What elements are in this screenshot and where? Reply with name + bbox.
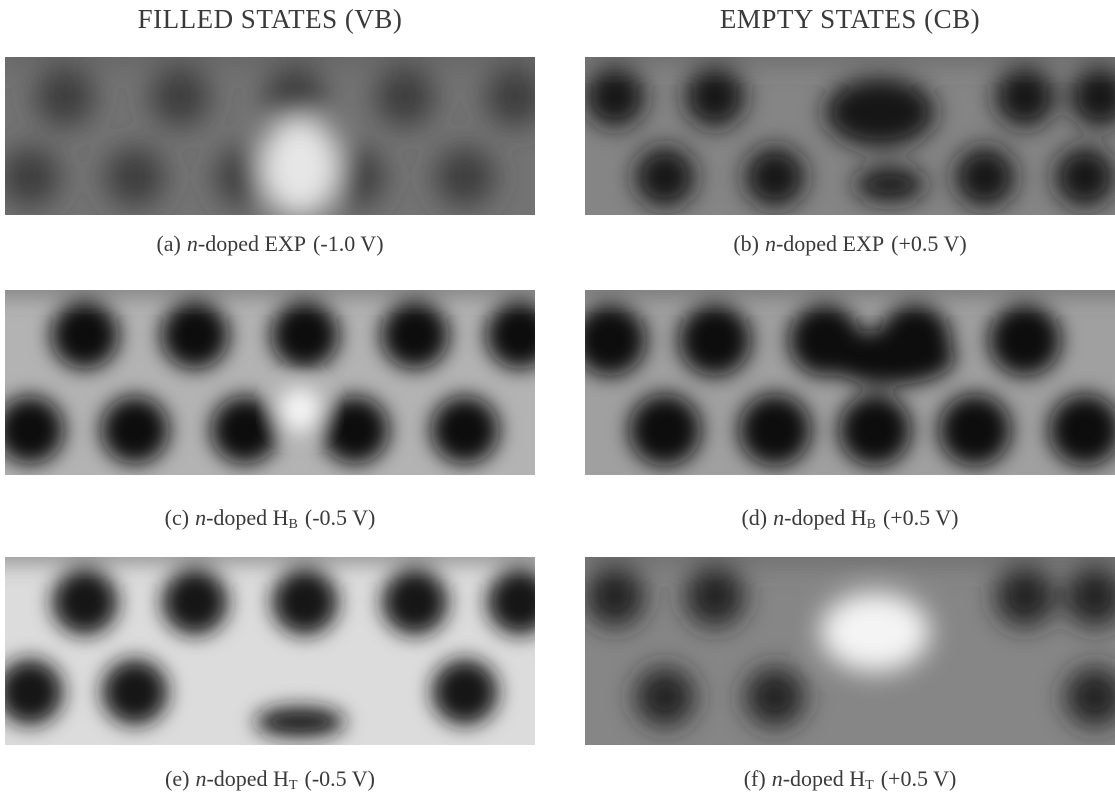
panel-caption: (f) n-doped HT (+0.5 V): [585, 766, 1115, 794]
stm-image: [5, 290, 535, 475]
panel-label: (c): [165, 505, 189, 530]
dark-spot: [381, 301, 449, 369]
dark-spot: [745, 667, 805, 727]
dark-spot: [101, 396, 169, 464]
dark-spot: [839, 394, 911, 466]
panel-caption: (d)n-doped HB (+0.5 V): [585, 505, 1115, 533]
dark-spot: [1055, 147, 1115, 207]
bias-voltage: (-1.0 V): [313, 231, 383, 256]
edge-shade: [5, 290, 535, 298]
panel-name: -doped EXP: [198, 231, 306, 256]
bright-spot: [260, 117, 340, 215]
dark-spot: [51, 301, 119, 369]
doping-type: n: [195, 505, 206, 530]
panel-subscript: T: [289, 778, 298, 793]
dark-spot: [162, 569, 228, 635]
bias-voltage: (-0.5 V): [305, 505, 375, 530]
panel-subscript: T: [865, 778, 874, 793]
edge-shade: [585, 290, 1115, 298]
dark-spot: [321, 396, 389, 464]
panel-name: -doped H: [784, 505, 866, 530]
dark-spot: [745, 147, 805, 207]
dark-spot: [989, 304, 1061, 376]
edge-shade: [585, 557, 1115, 565]
panel-name: -doped H: [206, 505, 288, 530]
dark-spot: [431, 396, 499, 464]
stm-image: [585, 557, 1115, 745]
dark-spot: [211, 396, 279, 464]
bias-voltage: (-0.5 V): [305, 766, 375, 791]
stm-image: [5, 57, 535, 215]
panel-name: -doped EXP: [776, 231, 884, 256]
dark-spot: [375, 67, 435, 127]
panel-caption: (c)n-doped HB (-0.5 V): [5, 505, 535, 533]
dark-region: [825, 77, 935, 147]
doping-type: n: [772, 766, 783, 791]
dark-spot: [382, 569, 448, 635]
dark-region: [855, 167, 925, 202]
panel-label: (a): [156, 231, 180, 256]
dark-spot: [102, 659, 168, 725]
doping-type: n: [195, 766, 206, 791]
column-header: FILLED STATES (VB): [5, 4, 535, 35]
dark-spot: [679, 304, 751, 376]
edge-shade: [5, 557, 535, 565]
doping-type: n: [765, 231, 776, 256]
panel-name: -doped H: [206, 766, 288, 791]
dark-spot: [150, 67, 210, 127]
dark-spot: [271, 301, 339, 369]
dark-spot: [955, 147, 1015, 207]
dark-spot: [685, 567, 745, 627]
dark-spot: [585, 567, 645, 627]
bias-voltage: (+0.5 V): [883, 505, 959, 530]
dark-spot: [635, 667, 695, 727]
panel-subscript: B: [867, 517, 876, 532]
bias-voltage: (+0.5 V): [891, 231, 967, 256]
panel-label: (b): [733, 231, 759, 256]
panel-caption: (a) n-doped EXP (-1.0 V): [5, 231, 535, 257]
dark-spot: [161, 301, 229, 369]
doping-type: n: [773, 505, 784, 530]
bright-spot: [820, 592, 930, 672]
dark-region: [825, 330, 955, 385]
panel-label: (e): [165, 766, 189, 791]
panel-label: (f): [744, 766, 766, 791]
panel-caption: (b)n-doped EXP (+0.5 V): [585, 231, 1115, 257]
dark-spot: [995, 67, 1055, 127]
stm-image: [585, 290, 1115, 475]
dark-spot: [739, 394, 811, 466]
bright-spot: [278, 388, 322, 432]
panel-subscript: B: [289, 517, 298, 532]
dark-spot: [629, 394, 701, 466]
panel-caption: (e)n-doped HT (-0.5 V): [5, 766, 535, 794]
bias-voltage: (+0.5 V): [881, 766, 957, 791]
panel-name: -doped H: [783, 766, 865, 791]
dark-spot: [939, 394, 1011, 466]
dark-spot: [585, 67, 645, 127]
dark-region: [255, 707, 345, 737]
column-header: EMPTY STATES (CB): [585, 4, 1115, 35]
stm-image: [5, 557, 535, 745]
dark-spot: [635, 147, 695, 207]
dark-spot: [435, 147, 495, 207]
panel-label: (d): [741, 505, 767, 530]
dark-spot: [52, 569, 118, 635]
dark-spot: [995, 567, 1055, 627]
dark-spot: [272, 569, 338, 635]
stm-image: [585, 57, 1115, 215]
figure: FILLED STATES (VB) EMPTY STATES (CB) (a)…: [0, 0, 1115, 798]
dark-spot: [432, 659, 498, 725]
doping-type: n: [187, 231, 198, 256]
dark-spot: [685, 67, 745, 127]
edge-shade: [585, 57, 1115, 65]
dark-spot: [35, 67, 95, 127]
dark-spot: [105, 147, 165, 207]
edge-shade: [5, 57, 535, 65]
